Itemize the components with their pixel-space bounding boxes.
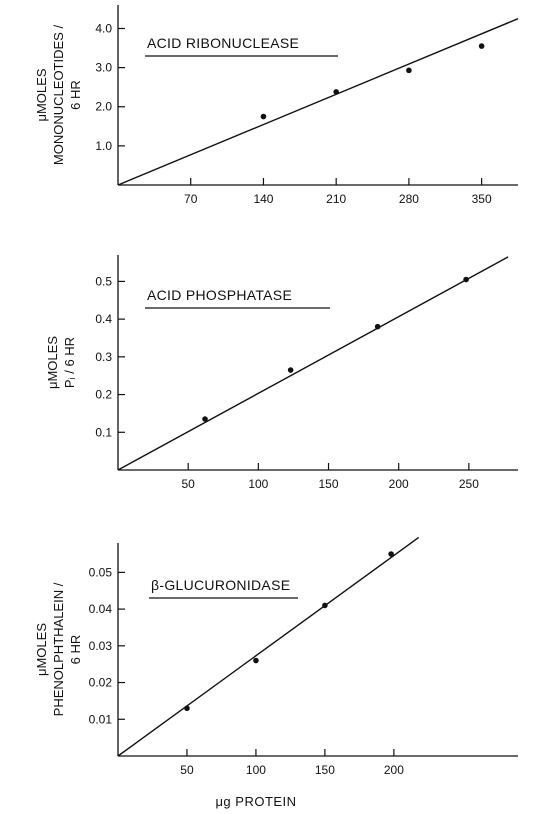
x-tick-label: 100	[248, 477, 268, 491]
data-point	[374, 323, 381, 330]
data-point	[184, 705, 190, 712]
x-tick-label: 210	[326, 192, 346, 206]
x-tick-label: 150	[319, 477, 339, 491]
y-axis-label-line: μMOLES	[34, 623, 49, 676]
x-tick-label: 280	[399, 192, 419, 206]
y-tick-label: 0.5	[95, 274, 112, 288]
y-tick-label: 0.3	[95, 350, 112, 364]
y-axis-label: μMOLES MONONUCLEOTIDES / 6 HR	[34, 25, 83, 166]
data-point	[463, 276, 469, 283]
x-tick-label: 200	[389, 477, 409, 491]
y-tick-label: 3.0	[95, 61, 112, 75]
y-axis-label: μMOLES PHENOLPHTHALEIN / 6 HR	[34, 582, 83, 716]
fit-line	[117, 18, 519, 186]
x-tick-label: 50	[180, 763, 194, 777]
y-axis-label-line: μMOLES	[45, 336, 60, 389]
y-axis-label-line: 6 HR	[68, 80, 83, 110]
chart-panel-acid-phosphatase: μMOLES Pᵢ / 6 HR ACID PHOSPHATASE 0.1 0.2…	[45, 255, 518, 491]
data-point	[333, 89, 339, 95]
data-point	[322, 602, 328, 609]
y-tick-label: 2.0	[95, 100, 112, 114]
data-point	[253, 657, 259, 664]
x-tick-label: 350	[472, 192, 492, 206]
fit-line	[117, 536, 420, 757]
x-tick-label: 100	[246, 763, 266, 777]
data-point	[287, 367, 294, 373]
chart-title: ACID PHOSPHATASE	[147, 287, 292, 303]
x-tick-label: 150	[315, 763, 335, 777]
data-point	[260, 113, 267, 120]
data-point	[388, 551, 394, 557]
x-tick-label: 50	[181, 477, 195, 491]
fit-line	[117, 256, 509, 471]
chart-panel-acid-ribonuclease: μMOLES MONONUCLEOTIDES / 6 HR ACID RIBON…	[34, 5, 519, 206]
y-axis-label: μMOLES Pᵢ / 6 HR	[45, 336, 77, 389]
y-tick-label: 0.03	[89, 639, 113, 653]
x-tick-label: 140	[253, 192, 273, 206]
y-tick-label: 0.01	[89, 712, 113, 726]
y-tick-label: 1.0	[95, 139, 112, 153]
y-tick-label: 0.02	[89, 676, 113, 690]
data-point	[406, 67, 412, 74]
y-axis-label-line: MONONUCLEOTIDES /	[51, 25, 66, 166]
y-tick-label: 0.2	[95, 388, 112, 402]
x-tick-label: 200	[384, 763, 404, 777]
y-axis-label-line: μMOLES	[34, 68, 49, 121]
data-point	[478, 43, 485, 49]
y-axis-label-line: 6 HR	[68, 635, 83, 665]
y-tick-label: 0.05	[89, 565, 113, 579]
data-point	[202, 416, 208, 422]
x-axis-label: μg PROTEIN	[215, 794, 296, 809]
y-tick-label: 0.1	[95, 425, 112, 439]
y-axis-label-line: PHENOLPHTHALEIN /	[51, 582, 66, 716]
chart-panel-beta-glucuronidase: μMOLES PHENOLPHTHALEIN / 6 HR β-GLUCURON…	[34, 536, 518, 809]
y-tick-label: 0.04	[89, 602, 113, 616]
chart-title: ACID RIBONUCLEASE	[147, 35, 299, 51]
chart-title: β-GLUCURONIDASE	[151, 577, 290, 593]
x-tick-label: 250	[459, 477, 479, 491]
x-tick-label: 70	[184, 192, 198, 206]
y-tick-label: 4.0	[95, 21, 112, 35]
y-tick-label: 0.4	[95, 312, 112, 326]
y-axis-label-line: Pᵢ / 6 HR	[62, 337, 77, 388]
